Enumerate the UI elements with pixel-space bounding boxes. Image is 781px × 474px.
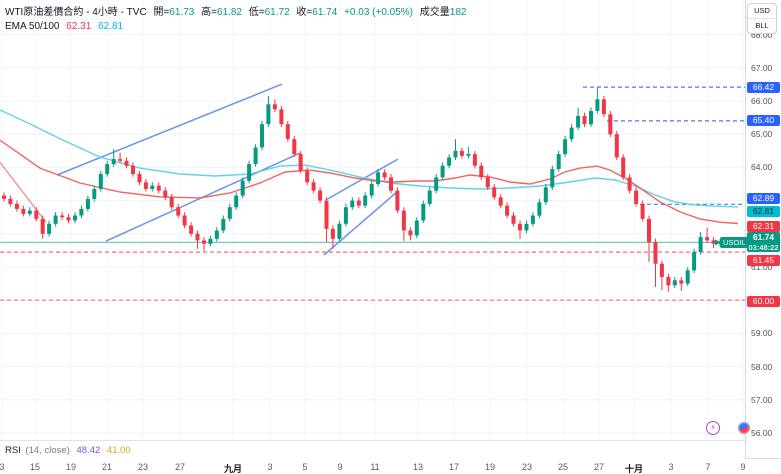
ema-legend-row: EMA 50/100 62.31 62.81 [5, 21, 470, 32]
price-axis-label: 65.00 [751, 129, 773, 140]
date-tick: 5 [302, 462, 308, 472]
price-level-badge: 62.31 [747, 221, 780, 232]
unit-bll-button[interactable]: BLL [748, 18, 776, 33]
ema100-value: 62.81 [98, 21, 124, 32]
price-level-badge: 60.00 [747, 295, 780, 307]
date-tick: 11 [370, 462, 380, 472]
h-gridlines [0, 34, 745, 434]
broker-logo-icon[interactable] [738, 422, 750, 434]
price-axis-label: 68.00 [751, 29, 773, 40]
high-value: 61.82 [216, 7, 242, 18]
date-tick: 3 [0, 462, 5, 472]
date-tick: 27 [593, 462, 605, 472]
price-axis-label: 64.00 [751, 162, 773, 173]
date-tick: 9 [337, 462, 343, 472]
price-level-badge: 66.42 [747, 81, 780, 93]
date-tick: 3 [668, 462, 674, 472]
rsi-signal-value: 41.00 [106, 445, 131, 456]
date-tick: 17 [448, 462, 460, 472]
high-label: 高= [201, 7, 217, 18]
date-axis[interactable]: 3 15 19 21 23 27 九月 3 5 9 11 13 17 19 23 25 27 十月 3 7 9 [0, 458, 781, 474]
date-tick: 7 [705, 462, 711, 472]
ema50-value: 62.31 [66, 21, 92, 32]
price-level-badge: 62.89 [747, 192, 780, 204]
unit-toggle: USD BLL [747, 3, 777, 34]
price-axis-label: 67.00 [751, 62, 773, 73]
date-tick: 19 [65, 462, 77, 472]
date-tick: 27 [174, 462, 186, 472]
price-axis[interactable]: 68.0067.0066.0065.0064.0062.0061.0059.00… [745, 0, 781, 458]
rsi-pane: RSI (14, close) 48.42 41.00 [0, 440, 745, 459]
chart-legend[interactable]: WTI原油差價合約 - 4小時 - TVC 開=61.73 高=61.82 低=… [5, 3, 470, 32]
symbol-price-tag: USOIL [720, 236, 749, 248]
low-value: 61.72 [264, 7, 290, 18]
rsi-value: 48.42 [76, 445, 101, 456]
unit-usd-button[interactable]: USD [754, 6, 770, 15]
price-level-badge: 65.40 [747, 115, 780, 127]
low-label: 低= [248, 7, 265, 18]
rsi-legend[interactable]: RSI (14, close) 48.42 41.00 [5, 445, 135, 456]
price-axis-label: 58.00 [751, 361, 773, 372]
symbol-title[interactable]: WTI原油差價合約 - 4小時 - TVC [5, 7, 147, 18]
price-axis-label: 61.00 [751, 262, 773, 272]
date-tick: 25 [557, 462, 569, 472]
price-axis-label: 57.00 [751, 394, 773, 405]
close-value: 61.74 [312, 7, 338, 18]
open-label: 開= [153, 7, 170, 18]
price-level-badge: 62.81 [747, 206, 780, 218]
ema-label[interactable]: EMA 50/100 [5, 21, 60, 32]
rsi-params: (14, close) [25, 445, 70, 456]
close-label: 收= [296, 7, 313, 18]
price-axis-label: 56.00 [751, 428, 773, 438]
date-tick-month: 十月 [624, 464, 644, 474]
date-tick: 9 [740, 462, 746, 472]
volume-value: 182 [449, 7, 467, 18]
date-tick: 21 [101, 462, 113, 472]
date-tick-month: 九月 [223, 464, 243, 474]
date-tick: 3 [267, 462, 273, 472]
v-gridlines [1, 0, 744, 440]
date-tick: 13 [412, 462, 424, 472]
price-axis-label: 59.00 [751, 328, 773, 339]
open-value: 61.73 [169, 7, 195, 18]
bar-countdown: 03:48:22 [748, 243, 779, 253]
date-tick: 19 [484, 462, 496, 472]
symbol-ohlc-row: WTI原油差價合約 - 4小時 - TVC 開=61.73 高=61.82 低=… [5, 3, 470, 18]
last-price-arrow [715, 239, 721, 246]
date-tick: 23 [137, 462, 149, 472]
ema100-line [0, 109, 739, 208]
price-axis-label: 66.00 [751, 96, 773, 106]
rsi-label: RSI [5, 445, 21, 456]
price-level-badge: 61.45 [747, 254, 780, 266]
volume-label: 成交量 [419, 7, 450, 18]
ema50-line [0, 139, 739, 225]
quick-trade-lightning-icon[interactable]: ⚡ [706, 421, 720, 435]
chart-canvas[interactable] [0, 0, 745, 440]
current-price-badge: 61.74 03:48:22 [747, 232, 780, 253]
date-tick: 23 [521, 462, 533, 472]
candles-layer [2, 87, 722, 292]
date-tick: 15 [29, 462, 41, 472]
price-levels [0, 86, 745, 301]
change-value: +0.03 (+0.05%) [344, 7, 414, 18]
